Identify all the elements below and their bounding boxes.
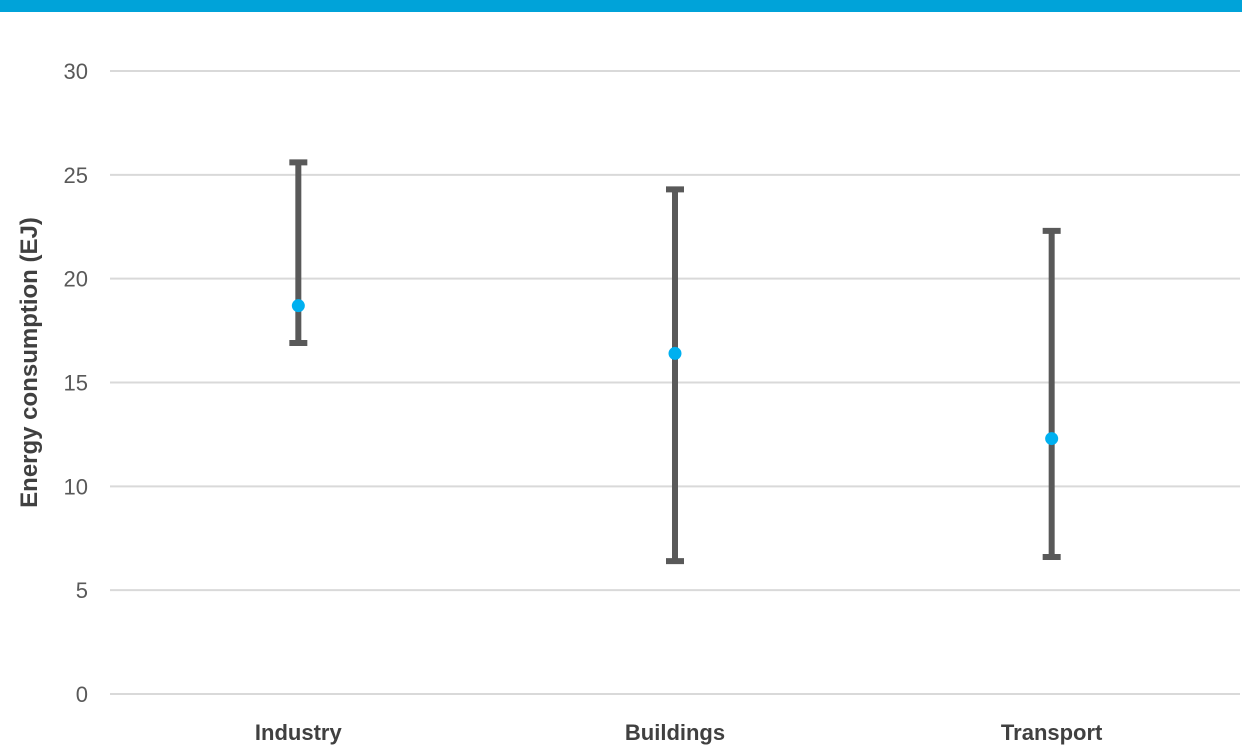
x-axis-category-labels: Industry Buildings Transport xyxy=(255,720,1103,745)
y-axis-tick-labels: 0 5 10 15 20 25 30 xyxy=(64,59,88,707)
y-tick-label-25: 25 xyxy=(64,163,88,188)
error-bar-industry xyxy=(289,159,308,347)
y-tick-label-20: 20 xyxy=(64,267,88,292)
data-points xyxy=(291,299,1059,446)
y-axis-title: Energy consumption (EJ) xyxy=(16,217,43,508)
error-bar-transport xyxy=(1042,227,1061,560)
error-bars xyxy=(289,159,1061,565)
y-tick-label-10: 10 xyxy=(64,474,88,499)
x-category-label-buildings: Buildings xyxy=(625,720,725,745)
y-tick-label-30: 30 xyxy=(64,59,88,84)
data-point-buildings xyxy=(668,346,682,360)
top-accent-bar xyxy=(0,0,1242,12)
y-tick-label-0: 0 xyxy=(76,682,88,707)
data-point-transport xyxy=(1045,432,1059,446)
data-point-industry xyxy=(291,299,305,313)
y-tick-label-5: 5 xyxy=(76,578,88,603)
error-bar-buildings xyxy=(666,186,684,565)
y-tick-label-15: 15 xyxy=(64,371,88,396)
x-category-label-industry: Industry xyxy=(255,720,343,745)
x-category-label-transport: Transport xyxy=(1001,720,1103,745)
